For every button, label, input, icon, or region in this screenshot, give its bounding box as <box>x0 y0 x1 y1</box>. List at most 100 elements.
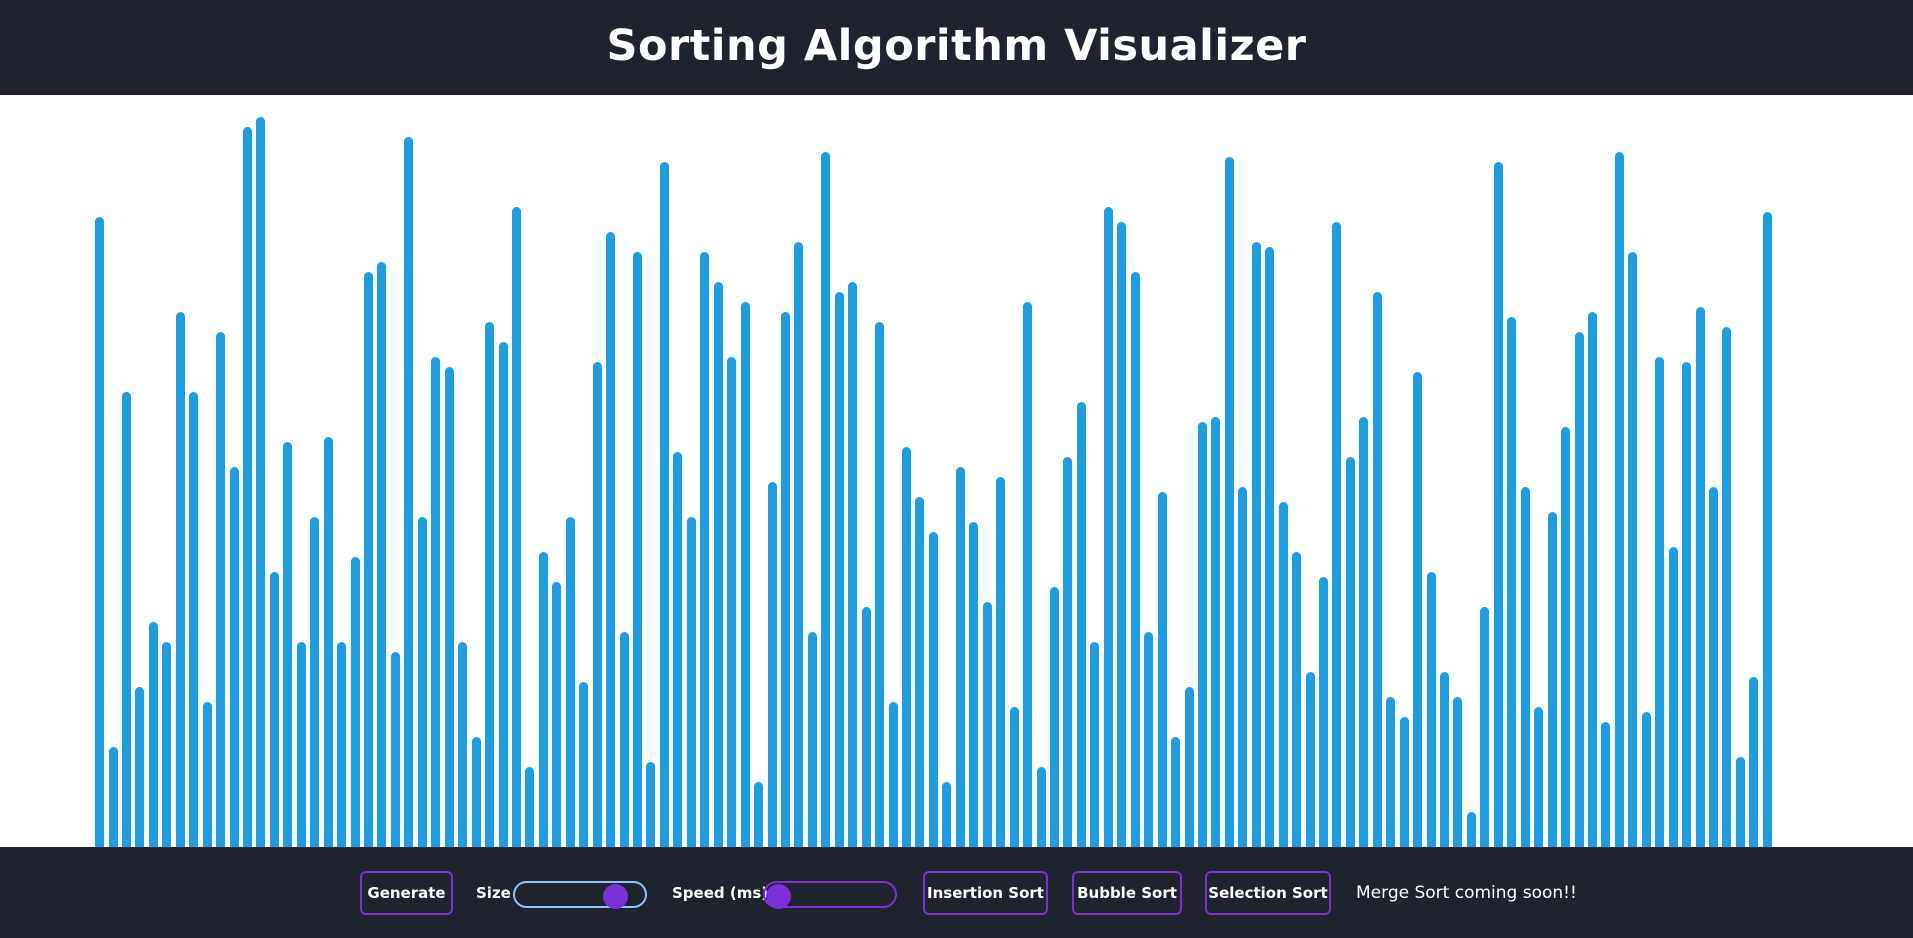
array-bar <box>1413 372 1423 847</box>
array-bar <box>1507 317 1517 847</box>
array-bar <box>1359 417 1369 847</box>
array-bar <box>834 292 844 847</box>
size-slider[interactable] <box>513 881 647 909</box>
array-bar <box>1709 487 1718 847</box>
array-bar <box>713 282 723 847</box>
array-bar <box>592 362 602 847</box>
array-bar <box>1009 707 1019 847</box>
array-bar <box>1251 242 1261 847</box>
array-bar <box>1224 157 1234 847</box>
array-bar <box>1762 212 1772 847</box>
array-bar <box>404 137 414 847</box>
array-bar <box>1735 757 1745 847</box>
array-bar <box>1440 672 1449 847</box>
array-bar <box>727 357 737 847</box>
array-bar <box>1695 307 1705 847</box>
array-bar <box>1332 222 1342 847</box>
array-bar <box>619 632 629 847</box>
array-bar <box>821 152 831 847</box>
array-bar <box>189 392 199 847</box>
array-bar <box>1386 697 1396 847</box>
array-bar <box>942 782 952 847</box>
array-bar <box>1641 712 1651 847</box>
array-bar <box>1520 487 1530 847</box>
array-bar <box>1749 677 1759 847</box>
array-bar <box>377 262 387 847</box>
speed-slider[interactable] <box>763 881 897 909</box>
array-bar <box>754 782 763 847</box>
speed-slider-thumb[interactable] <box>766 884 791 909</box>
array-bar <box>1211 417 1221 847</box>
page-title: Sorting Algorithm Visualizer <box>606 20 1307 71</box>
array-bar <box>1547 512 1557 847</box>
array-bar <box>135 687 145 847</box>
array-bar <box>996 477 1006 847</box>
array-bar <box>458 642 468 847</box>
array-bar <box>1197 422 1207 847</box>
array-bar <box>229 467 239 847</box>
array-bar <box>1063 457 1073 847</box>
array-bar <box>902 447 911 847</box>
array-bar <box>1655 357 1665 847</box>
array-bar <box>633 252 642 847</box>
array-bar <box>848 282 858 847</box>
array-bar <box>1265 247 1275 847</box>
bar-chart-area <box>0 95 1913 847</box>
selection-sort-button[interactable]: Selection Sort <box>1205 871 1331 915</box>
array-bar <box>565 517 575 847</box>
array-bar <box>700 252 710 847</box>
array-bar <box>256 117 266 847</box>
array-bar <box>1466 812 1476 847</box>
array-bar <box>417 517 427 847</box>
array-bar <box>1171 737 1180 847</box>
array-bar <box>269 572 279 847</box>
array-bar <box>1157 492 1167 847</box>
array-bar <box>242 127 252 847</box>
insertion-sort-button[interactable]: Insertion Sort <box>923 871 1048 915</box>
size-slider-thumb[interactable] <box>602 884 628 909</box>
array-bar <box>431 357 441 847</box>
array-bar <box>780 312 790 847</box>
array-bar <box>1305 672 1315 847</box>
array-bar <box>659 162 669 847</box>
array-bar <box>606 232 616 847</box>
generate-button[interactable]: Generate <box>360 871 453 915</box>
array-bar <box>673 452 683 847</box>
array-bar <box>1184 687 1194 847</box>
array-bar <box>511 207 521 847</box>
array-bar <box>1534 707 1544 847</box>
array-bar <box>390 652 400 847</box>
array-bar <box>1561 427 1570 847</box>
array-bar <box>1036 767 1046 847</box>
array-bar <box>538 552 548 847</box>
array-bar <box>552 582 562 847</box>
array-bar <box>1722 327 1732 847</box>
array-bar <box>1480 607 1490 847</box>
array-bar <box>1144 632 1154 847</box>
array-bar <box>915 497 925 847</box>
array-bar <box>350 557 360 847</box>
array-bar <box>121 392 131 847</box>
array-bar <box>794 242 804 847</box>
array-bar <box>108 747 118 847</box>
array-bar <box>861 607 871 847</box>
array-bar <box>175 312 185 847</box>
array-bar <box>1426 572 1436 847</box>
merge-sort-note: Merge Sort coming soon!! <box>1356 883 1577 903</box>
array-bar <box>310 517 320 847</box>
array-bar <box>1372 292 1382 847</box>
bubble-sort-button[interactable]: Bubble Sort <box>1072 871 1182 915</box>
array-bar <box>1049 587 1059 847</box>
array-bar <box>337 642 347 847</box>
array-bar <box>296 642 306 847</box>
array-bar <box>928 532 938 847</box>
size-label: Size <box>476 884 511 902</box>
array-bar <box>1076 402 1086 847</box>
array-bar <box>444 367 454 847</box>
app-header: Sorting Algorithm Visualizer <box>0 0 1913 95</box>
array-bar <box>1601 722 1611 847</box>
array-bar <box>323 437 333 847</box>
array-bar <box>525 767 535 847</box>
array-bar <box>982 602 992 847</box>
array-bar <box>283 442 293 847</box>
